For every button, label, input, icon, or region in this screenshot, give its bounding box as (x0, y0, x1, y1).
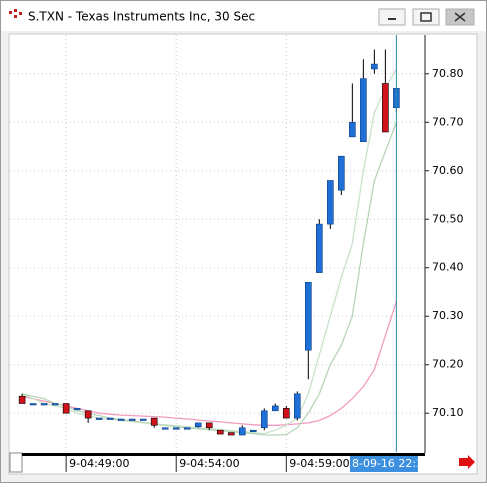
candle-body (117, 418, 125, 421)
scroll-right-arrow[interactable] (459, 455, 475, 469)
candle-body (128, 418, 136, 421)
y-tick-label: 70.50 (432, 212, 464, 225)
cursor-label-bg (350, 456, 418, 472)
moving-average-line (21, 301, 398, 426)
y-tick-label: 70.70 (432, 115, 464, 128)
x-tick-label: 9-04:59:00 (289, 457, 349, 470)
candle-body (216, 429, 224, 435)
app-icon (9, 9, 22, 18)
candle-body (260, 410, 268, 429)
candle-body (40, 403, 48, 406)
candle-body (271, 405, 279, 412)
candle-body (349, 121, 356, 138)
candle-body (172, 427, 180, 430)
x-tick-label: 9-04:49:00 (69, 457, 129, 470)
candle-body (338, 155, 345, 191)
plot-area (10, 35, 425, 452)
candle-body (382, 83, 389, 133)
candle-body (249, 429, 257, 432)
candle-body (84, 410, 92, 419)
candle-body (227, 432, 235, 436)
candle-body (294, 393, 301, 419)
candle-body (73, 408, 81, 411)
maximize-button[interactable] (412, 8, 440, 26)
candle-body (62, 403, 70, 414)
candle-body (316, 223, 323, 273)
y-tick-label: 70.20 (432, 358, 464, 371)
candle-body (18, 395, 26, 404)
candle-body (360, 78, 367, 142)
window-title: S.TXN - Texas Instruments Inc, 30 Sec (28, 10, 255, 24)
y-tick-label: 70.60 (432, 164, 464, 177)
candle-body (371, 63, 378, 70)
candle-body (194, 422, 202, 428)
candle-body (305, 281, 312, 351)
y-tick-label: 70.10 (432, 406, 464, 419)
close-button[interactable] (445, 8, 475, 26)
candle-body (139, 418, 147, 421)
scroll-box[interactable] (9, 452, 23, 473)
y-tick-label: 70.40 (432, 261, 464, 274)
candle-body (95, 417, 103, 420)
candle-body (106, 417, 114, 420)
candle-body (29, 403, 37, 406)
candle-body (282, 408, 290, 419)
minimize-button[interactable] (378, 8, 406, 26)
x-tick-label: 9-04:54:00 (179, 457, 239, 470)
candle-body (205, 422, 213, 429)
candle-body (150, 417, 158, 426)
candle-body (161, 427, 169, 430)
y-tick-label: 70.80 (432, 67, 464, 80)
candle-body (238, 427, 246, 436)
y-tick-label: 70.30 (432, 309, 464, 322)
candle-body (183, 427, 191, 430)
x-axis-bar (22, 453, 425, 456)
candle-body (51, 403, 59, 406)
cursor-label: 8-09-16 22:34:00 (352, 457, 448, 470)
candle-body (327, 180, 334, 225)
